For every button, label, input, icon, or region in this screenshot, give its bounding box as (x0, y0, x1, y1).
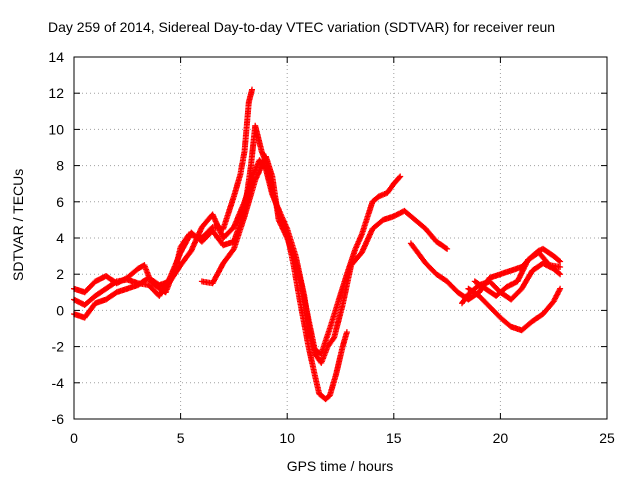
x-tick-label: 0 (70, 430, 78, 446)
y-tick-label: 6 (56, 194, 64, 210)
data-points (71, 157, 451, 366)
data-points (465, 285, 564, 334)
data-points (71, 122, 350, 403)
y-tick-label: 2 (56, 266, 64, 282)
x-tick-label: 5 (177, 430, 185, 446)
data-series-track-1 (71, 86, 255, 296)
x-tick-label: 20 (493, 430, 509, 446)
y-tick-label: 8 (56, 158, 64, 174)
y-tick-label: 4 (56, 230, 64, 246)
data-points (71, 86, 255, 296)
data-series-track-5 (407, 240, 564, 303)
data-series-track-8 (471, 249, 564, 299)
x-axis-title: GPS time / hours (286, 458, 394, 474)
data-series-track-2 (71, 157, 451, 366)
y-tick-label: -2 (52, 339, 65, 355)
chart-title: Day 259 of 2014, Sidereal Day-to-day VTE… (48, 19, 556, 35)
data-series-track-7 (465, 285, 564, 334)
y-tick-label: 12 (48, 85, 64, 101)
y-tick-label: 0 (56, 302, 64, 318)
data-points (407, 240, 564, 303)
y-tick-label: 14 (48, 49, 64, 65)
data-series-track-3 (71, 122, 350, 403)
data-layer (71, 86, 564, 403)
data-series-track-4 (198, 153, 404, 357)
y-tick-label: 10 (48, 121, 64, 137)
x-tick-label: 25 (599, 430, 615, 446)
x-tick-label: 15 (386, 430, 402, 446)
data-points (471, 249, 564, 299)
x-tick-label: 10 (279, 430, 295, 446)
y-tick-label: -4 (52, 375, 65, 391)
data-points (198, 153, 404, 357)
y-tick-label: -6 (52, 411, 65, 427)
